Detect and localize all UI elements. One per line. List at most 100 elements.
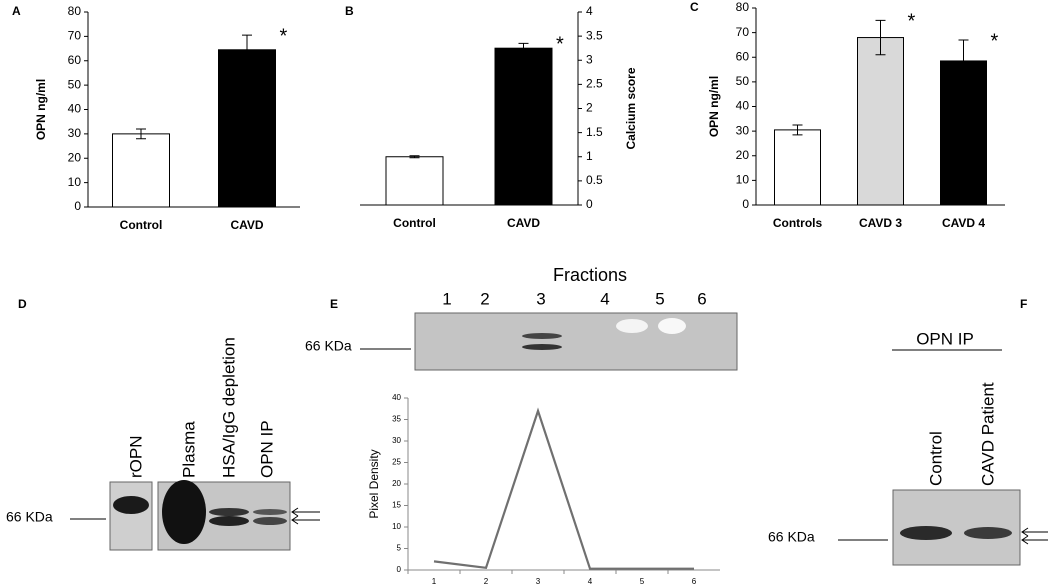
y-tick-label: 2 [586,101,593,115]
y-tick-label: 80 [68,4,82,18]
error-bar [409,155,420,159]
y-tick-label: 15 [392,501,401,510]
blot-f: OPN IP Control CAVD Patient 66 KDa [768,329,1048,566]
error-bar [518,42,529,54]
x-tick-label: 5 [640,577,645,585]
lane-label: HSA/IgG depletion [219,337,238,478]
y-tick-label: 20 [68,150,82,164]
bar [385,156,444,206]
band [253,509,287,515]
band [522,344,562,350]
lane-label: 4 [600,289,609,308]
marker-label: 66 KDa [305,338,352,354]
band [209,508,249,516]
y-tick-label: 20 [736,148,750,162]
y-tick-label: 3.5 [586,28,603,42]
x-tick-label: 4 [588,577,593,585]
y-tick-label: 40 [392,393,401,402]
y-tick-label: 20 [392,479,401,488]
x-tick-label: 6 [692,577,697,585]
y-tick-label: 40 [736,99,750,113]
blot-title: Fractions [553,265,627,285]
y-tick-label: 10 [392,522,401,531]
x-tick-label: Control [120,218,163,232]
panel-label: B [345,4,354,18]
lane-label: 3 [536,289,545,308]
y-tick-label: 10 [68,175,82,189]
arrows [1021,527,1048,545]
lane-label: Control [926,431,945,486]
marker-label: 66 KDa [768,529,815,545]
bar [112,133,170,208]
y-tick-label: 35 [392,415,401,424]
y-tick-label: 2.5 [586,77,603,91]
lane-label: 6 [697,289,706,308]
x-tick-label: CAVD [230,218,263,232]
error-bar [875,19,886,56]
x-tick-label: CAVD [507,216,540,230]
y-tick-label: 70 [736,25,750,39]
blot-strip [414,312,738,371]
bar [940,60,987,206]
annotation: * [556,34,564,56]
y-tick-label: 80 [736,0,750,14]
y-tick-label: 30 [736,123,750,137]
y-tick-label: 40 [68,102,82,116]
band [616,319,648,333]
band [209,516,249,526]
lane-label: Plasma [179,421,198,478]
lane-label: 1 [442,289,451,308]
lane-label: 5 [655,289,664,308]
x-tick-label: Controls [773,216,823,230]
bar [494,47,553,206]
band [658,318,686,334]
marker-label: 66 KDa [6,509,53,525]
y-axis-label: Calcium score [624,67,638,149]
band [113,496,149,514]
error-bar [792,124,803,136]
bar [774,129,821,206]
y-tick-label: 70 [68,29,82,43]
line [433,407,694,570]
x-tick-label: CAVD 3 [859,216,902,230]
x-tick-label: CAVD 4 [942,216,985,230]
x-tick-label: 1 [432,577,437,585]
lane-label: 2 [480,289,489,308]
y-tick-label: 0 [742,197,749,211]
y-axis-label: OPN ng/ml [34,79,48,140]
x-tick-label: Control [393,216,436,230]
error-bar [242,34,252,65]
y-tick-label: 50 [736,74,750,88]
bar [857,37,904,206]
panel-label: E [330,297,338,311]
group-label: OPN IP [916,329,974,348]
y-tick-label: 0 [586,197,593,211]
y-axis-label: OPN ng/ml [707,76,721,137]
annotation: * [280,25,288,47]
x-tick-label: 3 [536,577,541,585]
blot-e: Fractions 1 2 3 4 5 6 66 KDa [305,265,738,371]
blot-strip [109,481,153,551]
arrows [291,507,320,525]
panel-label: F [1020,297,1027,311]
x-tick-label: 2 [484,577,489,585]
y-tick-label: 5 [397,544,402,553]
y-tick-label: 0 [397,565,402,574]
error-bar [136,128,146,140]
panel-label: D [18,297,27,311]
lane-label: rOPN [126,436,145,479]
blot-d: rOPN Plasma HSA/IgG depletion OPN IP 66 … [6,337,320,551]
lane-label: CAVD Patient [978,382,997,486]
band [964,527,1012,539]
panel-label: A [12,4,21,18]
band [900,526,952,540]
band [162,480,206,544]
bar [218,49,276,208]
error-bar [958,39,969,83]
y-tick-label: 3 [586,52,593,66]
y-tick-label: 50 [68,77,82,91]
y-tick-label: 25 [392,458,401,467]
panel-label: C [690,0,699,14]
y-tick-label: 1.5 [586,125,603,139]
